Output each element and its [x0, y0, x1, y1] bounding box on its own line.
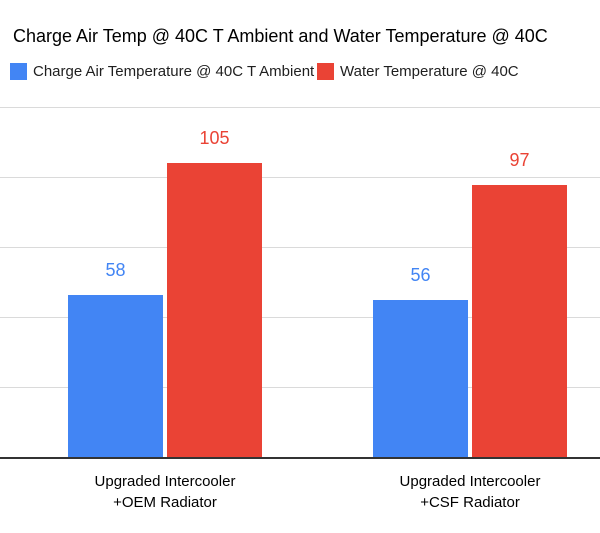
bar-charge-air-1[interactable] — [68, 295, 163, 457]
legend-swatch-blue-icon — [10, 63, 27, 80]
bar-charge-air-2[interactable] — [373, 300, 468, 457]
gridline — [0, 247, 600, 248]
plot-area: 58 105 56 97 — [0, 107, 600, 459]
gridline — [0, 317, 600, 318]
gridline — [0, 177, 600, 178]
bar-value-label: 56 — [410, 265, 431, 285]
bar-value-label: 58 — [105, 260, 126, 280]
bar-value-label: 97 — [509, 150, 530, 170]
legend-item-charge-air-temp[interactable]: Charge Air Temperature @ 40C T Ambient — [10, 63, 314, 80]
gridline — [0, 387, 600, 388]
bar-value-label: 105 — [199, 128, 230, 148]
legend-swatch-red-icon — [317, 63, 334, 80]
chart-title: Charge Air Temp @ 40C T Ambient and Wate… — [13, 26, 548, 46]
legend-item-water-temp[interactable]: Water Temperature @ 40C — [317, 63, 519, 80]
gridline — [0, 107, 600, 108]
legend-label-charge-air-temp: Charge Air Temperature @ 40C T Ambient — [33, 63, 315, 80]
category-label-csf-radiator: Upgraded Intercooler +CSF Radiator — [399, 473, 541, 511]
legend: Charge Air Temperature @ 40C T Ambient W… — [0, 63, 600, 82]
bar-water-2[interactable] — [472, 185, 567, 457]
category-label-oem-radiator: Upgraded Intercooler +OEM Radiator — [94, 473, 236, 511]
legend-label-water-temp: Water Temperature @ 40C — [340, 63, 519, 80]
bar-water-1[interactable] — [167, 163, 262, 457]
